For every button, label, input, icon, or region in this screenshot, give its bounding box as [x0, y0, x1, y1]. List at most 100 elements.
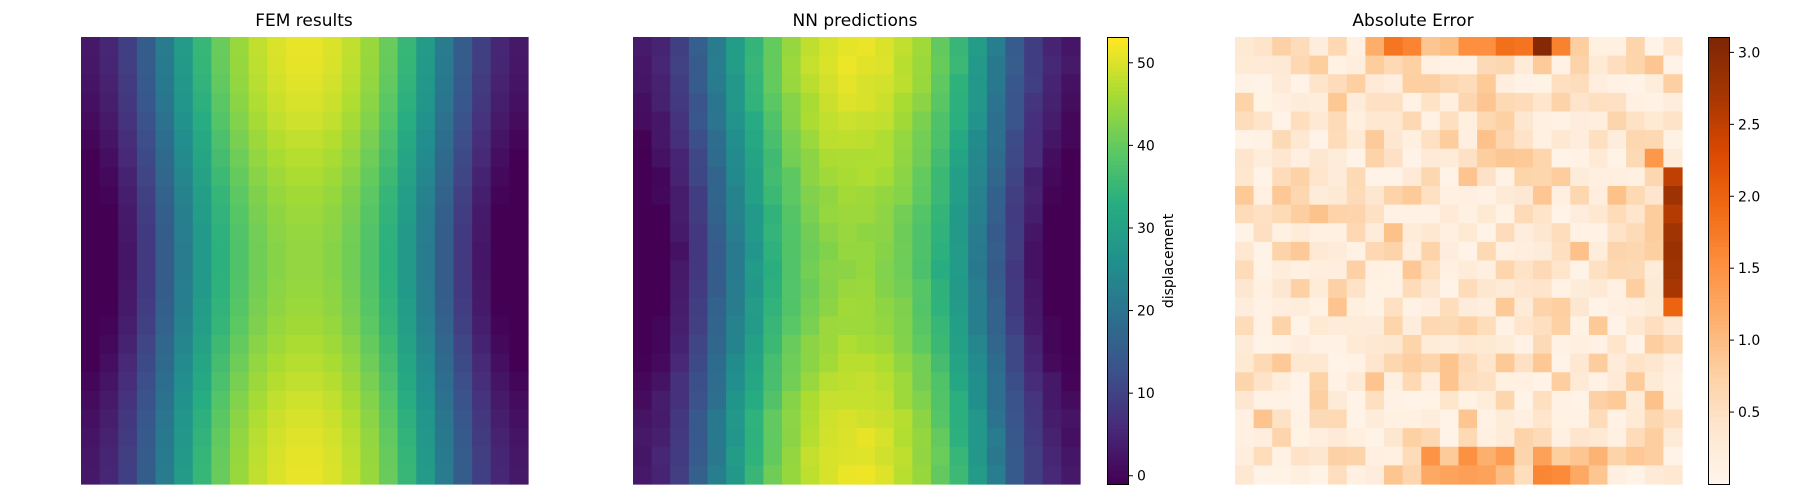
nn-cell — [763, 279, 783, 299]
colorbar-segment — [1709, 283, 1729, 288]
err-cell — [1253, 316, 1273, 336]
nn-cell — [633, 74, 653, 94]
nn-cell — [670, 37, 690, 57]
err-cell — [1365, 335, 1385, 355]
err-cell — [1495, 428, 1515, 448]
nn-cell — [726, 204, 746, 224]
err-cell — [1290, 353, 1311, 373]
fem-cell — [379, 204, 399, 224]
err-cell — [1421, 353, 1441, 373]
err-cell — [1588, 335, 1609, 355]
fem-cell — [211, 428, 231, 448]
err-cell — [1346, 297, 1366, 317]
nn-cell — [670, 74, 690, 94]
colorbar-segment — [1108, 49, 1128, 54]
fem-cell — [118, 465, 138, 485]
fem-cell — [360, 241, 380, 262]
err-cell — [1384, 446, 1404, 466]
err-cell — [1402, 204, 1422, 224]
fem-cell — [453, 241, 473, 262]
err-cell — [1551, 111, 1571, 131]
colorbar-segment — [1709, 212, 1729, 218]
err-cell — [1290, 372, 1311, 392]
err-cell — [1272, 167, 1292, 187]
colorbar-segment — [1108, 253, 1128, 259]
err-cell — [1663, 55, 1683, 75]
err-cell — [1439, 167, 1460, 187]
fem-cell — [397, 204, 417, 224]
colorbar-segment — [1108, 387, 1128, 392]
nn-cell — [1024, 390, 1044, 411]
nn-cell — [912, 130, 932, 150]
heatmap-nn — [633, 37, 1081, 485]
nn-cell — [931, 428, 951, 448]
colorbar-segment — [1108, 431, 1128, 437]
colorbar-segment — [1108, 457, 1128, 463]
err-cell — [1290, 223, 1311, 243]
fem-cell — [230, 55, 250, 75]
nn-cell — [670, 353, 690, 373]
colorbar-segment — [1709, 179, 1729, 184]
err-cell — [1607, 465, 1627, 485]
fem-cell — [341, 316, 361, 336]
nn-cell — [1061, 428, 1081, 448]
nn-cell — [986, 279, 1007, 299]
nn-cell — [670, 335, 690, 355]
err-cell — [1272, 186, 1292, 206]
fem-cell — [118, 55, 138, 75]
err-cell — [1235, 37, 1255, 57]
fem-cell — [490, 279, 510, 299]
colorbar-segment — [1108, 361, 1128, 366]
colorbar-segment — [1709, 205, 1729, 210]
nn-cell — [800, 148, 820, 168]
fem-cell — [267, 260, 287, 280]
err-cell — [1309, 92, 1329, 113]
err-cell — [1477, 260, 1497, 280]
nn-cell — [782, 335, 802, 355]
nn-cell — [744, 446, 764, 466]
fem-cell — [174, 390, 194, 411]
err-cell — [1514, 111, 1534, 131]
nn-cell — [782, 148, 802, 168]
nn-cell — [633, 428, 653, 448]
nn-cell — [651, 186, 671, 206]
err-cell — [1514, 148, 1534, 168]
fem-cell — [230, 186, 250, 206]
nn-cell — [670, 148, 690, 168]
err-cell — [1477, 372, 1497, 392]
colorbar-error-frame — [1708, 37, 1730, 485]
colorbar-segment — [1108, 379, 1128, 385]
fem-cell — [360, 223, 380, 243]
err-cell — [1328, 428, 1348, 448]
nn-cell — [893, 74, 913, 94]
fem-cell — [509, 204, 529, 224]
fem-cell — [211, 260, 231, 280]
colorbar-segment — [1108, 301, 1128, 307]
err-cell — [1346, 353, 1366, 373]
err-cell — [1290, 148, 1311, 168]
fem-cell — [192, 74, 212, 94]
nn-cell — [968, 204, 988, 224]
nn-cell — [707, 335, 727, 355]
err-cell — [1309, 316, 1329, 336]
err-cell — [1495, 260, 1515, 280]
nn-cell — [837, 167, 858, 187]
nn-cell — [931, 130, 951, 150]
fem-cell — [397, 55, 417, 75]
nn-cell — [744, 55, 764, 75]
nn-cell — [875, 37, 895, 57]
nn-cell — [1042, 428, 1062, 448]
err-cell — [1588, 446, 1609, 466]
colorbar-segment — [1709, 153, 1729, 158]
err-cell — [1644, 223, 1664, 243]
fem-cell — [490, 55, 510, 75]
nn-cell — [1042, 446, 1062, 466]
colorbar-tick-label: 0.5 — [1738, 405, 1760, 421]
fem-cell — [81, 241, 101, 262]
fem-cell — [490, 130, 510, 150]
fem-cell — [360, 335, 380, 355]
fem-cell — [155, 204, 175, 224]
err-cell — [1458, 297, 1478, 317]
colorbar-segment — [1108, 220, 1128, 225]
err-cell — [1253, 279, 1273, 299]
